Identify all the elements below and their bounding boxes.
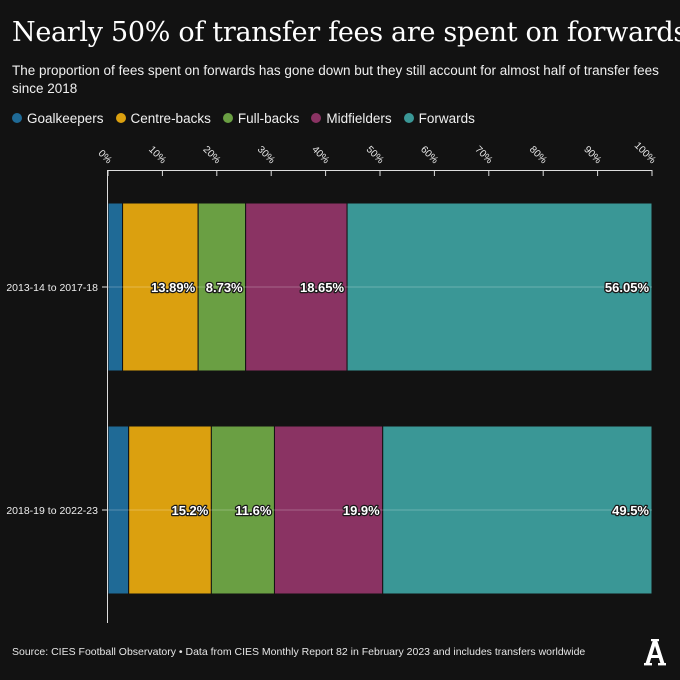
x-tick-label: 80% <box>527 144 549 166</box>
bar-midfielders <box>245 202 348 372</box>
x-tick-label: 70% <box>473 144 495 166</box>
data-label-forwards: 49.5% <box>612 503 649 518</box>
legend-item-full-backs: Full-backs <box>222 110 300 126</box>
source-note: Source: CIES Football Observatory • Data… <box>12 646 586 658</box>
x-tick-label: 90% <box>581 144 603 166</box>
data-label-centre-backs: 15.2% <box>171 503 208 518</box>
legend-item-centre-backs: Centre-backs <box>115 110 211 126</box>
legend-item-goalkeepers: Goalkeepers <box>12 111 104 126</box>
legend-swatch <box>222 113 233 123</box>
data-label-midfielders: 19.9% <box>343 503 380 518</box>
category-label: 2018-19 to 2022-23 <box>6 505 98 517</box>
category-label: 2013-14 to 2017-18 <box>6 282 98 294</box>
x-tick-label: 10% <box>146 144 168 166</box>
x-tick-label: 0% <box>96 148 114 166</box>
data-label-midfielders: 18.65% <box>300 280 345 295</box>
legend-label: Centre-backs <box>130 110 211 126</box>
x-tick-label: 20% <box>201 144 223 166</box>
legend-swatch <box>12 113 22 123</box>
bar-centre-backs <box>122 202 199 372</box>
chart-title: Nearly 50% of transfer fees are spent on… <box>12 17 680 48</box>
bar-full-backs <box>210 425 275 595</box>
legend-item-forwards: Forwards <box>403 110 475 126</box>
legend-label: Midfielders <box>326 110 392 126</box>
bar-midfielders <box>273 425 384 595</box>
stacked-bar-chart: 0% 10% 20% 30% 40% 50% 60% 70% 80% 90% 100% 13.89% 8… <box>6 140 658 623</box>
x-tick-label: 30% <box>255 144 277 166</box>
legend: Goalkeepers Centre-backs Full-backs Midfiel… <box>12 109 475 127</box>
x-tick-label: 100% <box>632 140 658 166</box>
data-label-full-backs: 11.6% <box>235 503 272 518</box>
legend-swatch <box>311 113 322 123</box>
legend-item-midfielders: Midfielders <box>311 110 392 126</box>
data-label-forwards: 56.05% <box>605 280 650 295</box>
x-tick-label: 40% <box>309 144 331 166</box>
bar-forwards <box>346 202 653 372</box>
athletic-a-logo-icon <box>644 639 666 666</box>
x-tick-label: 50% <box>364 144 386 166</box>
bar-forwards <box>382 425 653 595</box>
bar-centre-backs <box>128 425 212 595</box>
data-label-full-backs: 8.73% <box>206 280 243 295</box>
legend-swatch <box>115 113 126 123</box>
x-tick-label: 60% <box>418 144 440 166</box>
data-label-centre-backs: 13.89% <box>151 280 196 295</box>
chart-subtitle: The proportion of fees spent on forwards… <box>12 63 659 96</box>
legend-label: Full-backs <box>237 110 300 126</box>
legend-label: Goalkeepers <box>27 110 104 126</box>
legend-label: Forwards <box>418 110 475 126</box>
legend-swatch <box>403 113 414 123</box>
